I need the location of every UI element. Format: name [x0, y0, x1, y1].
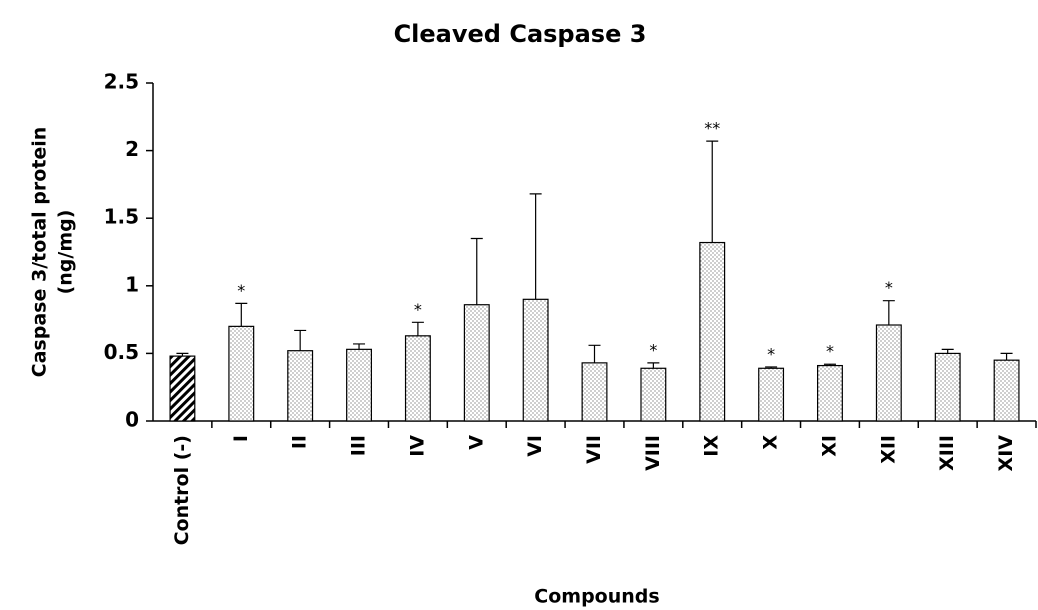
significance-label: **	[704, 119, 720, 138]
x-tick-label: XIII	[936, 435, 958, 471]
x-tick-label: XII	[877, 435, 899, 464]
y-tick-label: 1.5	[104, 205, 139, 229]
error-bar	[882, 300, 895, 326]
bar	[287, 350, 314, 422]
x-tick-label: IV	[406, 435, 428, 457]
y-tick-label: 2.5	[104, 70, 139, 94]
error-bar	[1000, 352, 1013, 361]
error-bar	[941, 348, 954, 354]
bar	[993, 359, 1020, 422]
error-bar	[411, 321, 424, 336]
x-tick-label: III	[348, 435, 370, 456]
error-bar	[765, 366, 778, 369]
significance-label: *	[237, 281, 245, 300]
bar	[817, 364, 843, 422]
bar	[581, 362, 608, 422]
significance-label: *	[767, 344, 775, 363]
x-tick-label: V	[465, 435, 487, 450]
y-tick-label: 0	[125, 408, 139, 432]
bar	[875, 324, 902, 422]
bar	[640, 367, 667, 422]
x-axis-label: Compounds	[534, 586, 659, 608]
bar	[699, 241, 726, 422]
bar	[522, 298, 549, 422]
x-tick-label: IX	[701, 435, 723, 457]
error-bar	[647, 362, 660, 369]
y-tick-label: 1	[125, 272, 139, 296]
significance-label: *	[826, 342, 834, 361]
y-tick-label: 2	[125, 137, 139, 161]
error-bar	[529, 193, 542, 300]
x-tick-label: X	[760, 435, 782, 450]
bar	[169, 355, 196, 422]
error-bar	[706, 140, 719, 243]
x-tick-label: Control (-)	[171, 435, 193, 545]
bar	[463, 304, 490, 422]
error-bar	[353, 343, 366, 350]
significance-label: *	[649, 340, 657, 359]
x-tick-label: VI	[524, 435, 546, 457]
bar	[934, 352, 961, 422]
significance-label: *	[414, 300, 422, 319]
x-tick-label: VII	[583, 435, 605, 464]
bar	[228, 325, 255, 422]
y-axis-label: (ng/mg)	[55, 210, 77, 295]
y-tick-label: 0.5	[104, 340, 139, 364]
x-tick-label: II	[289, 435, 311, 449]
significance-label: *	[885, 278, 893, 297]
x-tick-label: VIII	[642, 435, 664, 471]
x-tick-label: XI	[818, 435, 840, 457]
chart-title: Cleaved Caspase 3	[394, 20, 647, 48]
error-bar	[294, 329, 307, 351]
error-bar	[235, 302, 248, 327]
error-bar	[470, 237, 483, 305]
bar	[404, 335, 431, 422]
y-axis-label: Caspase 3/total protein	[29, 127, 51, 378]
bar	[758, 367, 785, 422]
error-bar	[823, 363, 836, 366]
bar	[346, 348, 372, 422]
x-tick-label: XIV	[995, 435, 1017, 472]
error-bar	[176, 352, 189, 357]
error-bar	[588, 344, 601, 363]
x-tick-label: I	[230, 435, 252, 442]
